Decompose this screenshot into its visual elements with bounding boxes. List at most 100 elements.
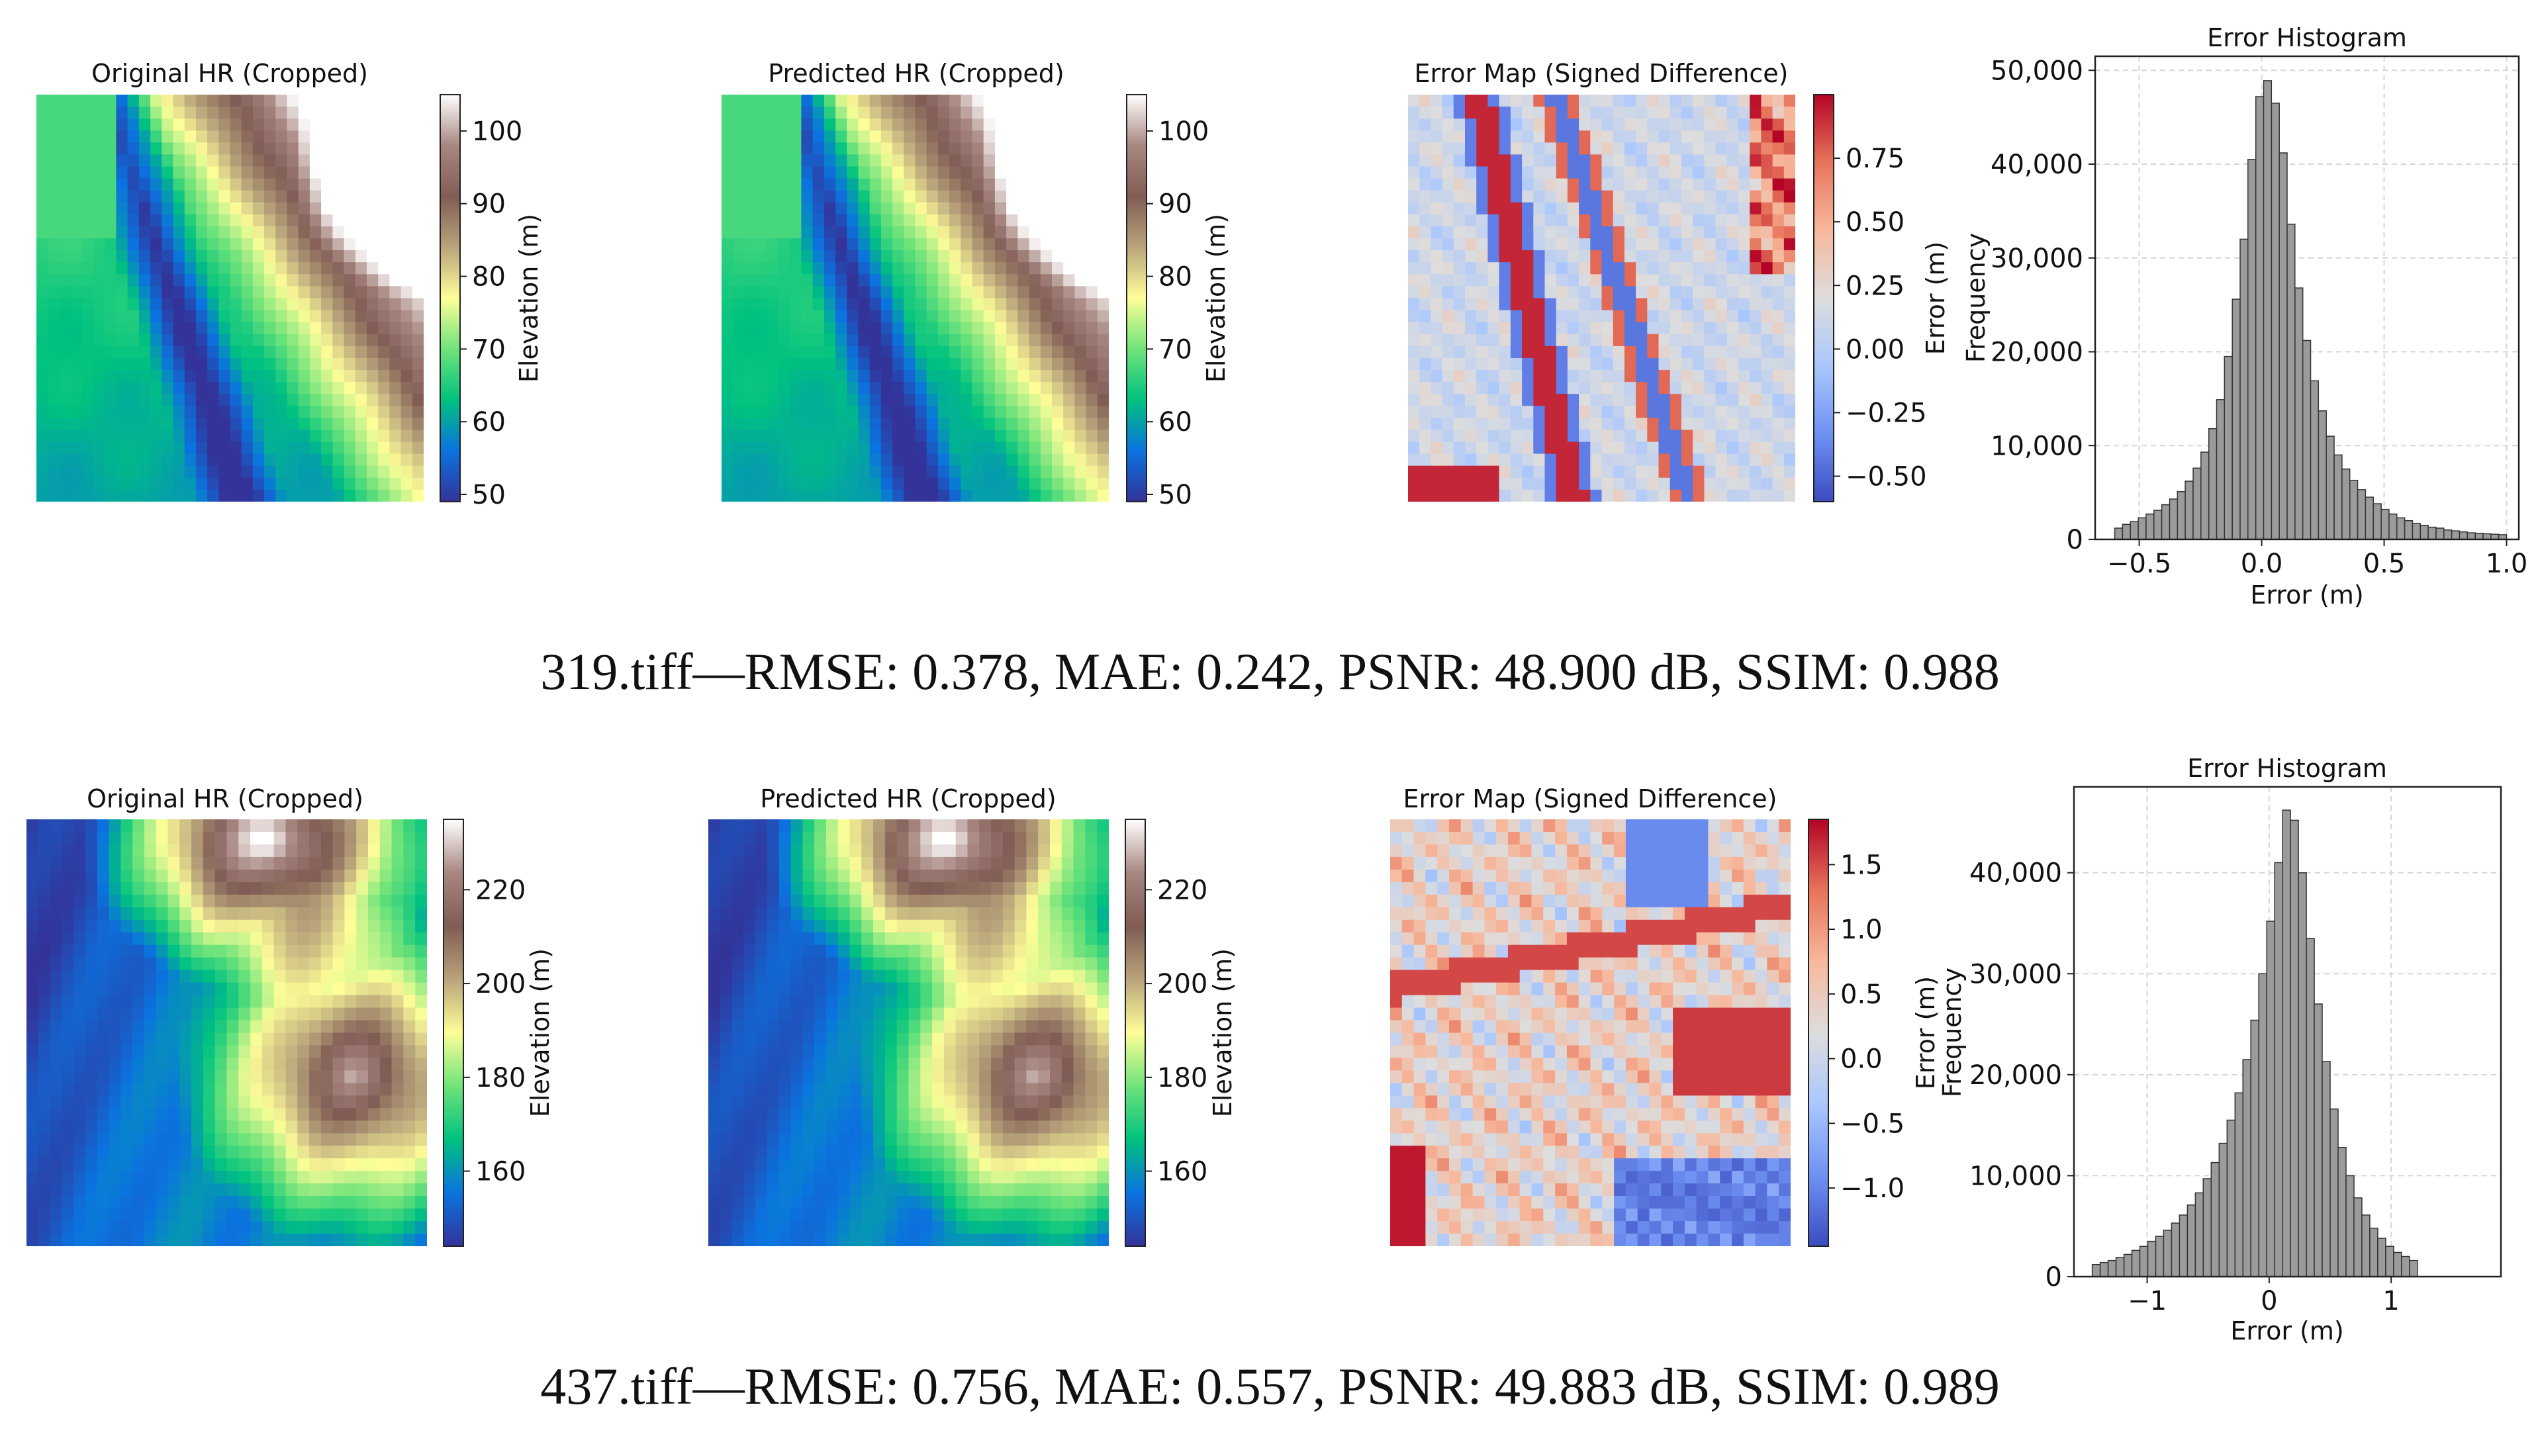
histogram-bar: [2333, 454, 2343, 540]
histogram-bar: [2306, 938, 2315, 1277]
colorbar-tick-label: −1.0: [1840, 1173, 1905, 1204]
histogram-bar: [2099, 1261, 2109, 1277]
colorbar-gradient: [1813, 94, 1834, 502]
histogram-bar: [2185, 480, 2194, 540]
histogram-bar: [2171, 1222, 2181, 1277]
histogram-bar: [2298, 872, 2307, 1277]
histogram-bar: [2361, 1214, 2371, 1277]
histogram-bar: [2255, 96, 2265, 540]
histogram-bar: [2114, 527, 2124, 540]
colorbar-tick-label: 0.25: [1846, 271, 1905, 301]
colorbar-tick-label: 1.0: [1840, 915, 1883, 945]
histogram-bar: [2194, 1192, 2204, 1277]
histogram-bar: [2459, 531, 2469, 540]
colorbar-tick-label: 220: [475, 875, 526, 905]
elevation-map: [36, 95, 424, 502]
histogram-xlabel: Error (m): [2230, 1316, 2343, 1345]
histogram-xlabel: Error (m): [2250, 580, 2363, 610]
colorbar-tick-label: 80: [1158, 262, 1192, 293]
histogram-bar: [2357, 489, 2367, 540]
colorbar-tick-label: 0.5: [1840, 979, 1883, 1010]
colorbar-tick-label: 90: [1158, 189, 1192, 220]
row-1-svg: Original HR (Cropped) 100 90 80 70 60 50 Eleva…: [36, 23, 2528, 610]
histogram-bar: [2169, 498, 2179, 540]
histogram-bar: [2187, 1204, 2196, 1277]
histogram-bar: [2202, 1178, 2212, 1277]
figure-row-2: Original HR (Cropped) 220 200 180 160 Elevat…: [0, 728, 2540, 1456]
colorbar: 0.75 0.50 0.25 0.00 −0.25 −0.50 Error (m): [1813, 94, 1950, 502]
panel-error-map: Error Map (Signed Difference) 0.750.500.…: [1408, 59, 1950, 502]
histogram-bar: [2380, 508, 2390, 540]
y-tick-label: 10,000: [1969, 1161, 2062, 1191]
y-tick-label: 20,000: [1969, 1060, 2062, 1091]
histogram-bar: [2226, 1119, 2236, 1277]
histogram-bar: [2130, 521, 2139, 540]
panel-title: Original HR (Cropped): [87, 784, 363, 813]
x-tick-label: 1: [2382, 1286, 2399, 1316]
histogram-bar: [2409, 1259, 2418, 1277]
histogram-bar: [2349, 479, 2359, 540]
colorbar-tick-label: 0.00: [1846, 334, 1905, 365]
x-tick-label: −1: [2128, 1286, 2167, 1316]
histogram-bar: [2247, 159, 2257, 540]
y-tick-label: 10,000: [1991, 431, 2083, 461]
histogram-bar: [2427, 526, 2437, 540]
colorbar-tick-label: 180: [475, 1063, 526, 1093]
histogram-bar: [2393, 1251, 2402, 1277]
colorbar-tick-label: 160: [1157, 1157, 1207, 1187]
panel-error-map: Error Map (Signed Difference) 1.5 1.0 0.5 0…: [1390, 784, 1940, 1247]
histogram-bar: [2369, 1228, 2378, 1277]
elevation-map: [722, 95, 1109, 502]
colorbar-gradient: [443, 819, 464, 1247]
panel-predicted-hr: Predicted HR (Cropped) 220 200 180 160 Eleva…: [708, 784, 1237, 1247]
x-tick-label: −0.5: [2107, 549, 2171, 579]
histogram-bar: [2250, 1019, 2259, 1277]
histogram-bar: [2396, 517, 2406, 540]
x-tick-label: 1.0: [2486, 549, 2528, 579]
panel-title: Predicted HR (Cropped): [768, 59, 1064, 88]
colorbar-label: Elevation (m): [514, 214, 543, 383]
histogram-bar: [2153, 510, 2163, 540]
histogram-bar: [2210, 1161, 2220, 1277]
histogram-bar: [2161, 504, 2171, 540]
histogram-title: Error Histogram: [2207, 23, 2407, 52]
histogram-bar: [2302, 340, 2312, 540]
colorbar-tick-label: 200: [475, 969, 526, 999]
colorbar: 1.5 1.0 0.5 0.0 −0.5 −1.0 Error (m): [1808, 819, 1940, 1247]
histogram-bar: [2224, 355, 2233, 540]
x-tick-label: 0.5: [2363, 549, 2406, 579]
histogram-bar: [2318, 410, 2327, 540]
histogram-bar: [2286, 223, 2296, 540]
panel-title: Original HR (Cropped): [91, 59, 368, 88]
histogram-bar: [2294, 287, 2304, 540]
histogram-bar: [2314, 1003, 2323, 1277]
histogram-bar: [2279, 152, 2288, 540]
colorbar-tick-label: 100: [472, 116, 522, 147]
colorbar-tick-label: 90: [472, 189, 506, 220]
y-tick-label: 40,000: [1969, 858, 2062, 889]
histogram-bar: [2208, 428, 2218, 540]
histogram-bar: [2474, 533, 2484, 540]
y-tick-label: 20,000: [1991, 338, 2083, 368]
panel-predicted-hr: Predicted HR (Cropped) 100 90 80 70 60 50 Elev…: [722, 59, 1231, 510]
axes-frame: [2094, 55, 2520, 541]
histogram-bar: [2200, 451, 2210, 540]
histogram-bar: [2145, 513, 2155, 540]
colorbar-tick-label: −0.25: [1846, 398, 1927, 428]
histogram-bar: [2326, 435, 2335, 540]
histogram-bar: [2412, 523, 2421, 540]
elevation-map: [26, 819, 427, 1246]
colorbar-tick-label: 0.75: [1846, 144, 1905, 174]
x-tick-label: 0.0: [2241, 549, 2283, 579]
histogram-bar: [2263, 80, 2273, 540]
axes-frame: [2073, 786, 2502, 1278]
metrics-caption: 319.tiff—RMSE: 0.378, MAE: 0.242, PSNR: …: [540, 643, 2000, 700]
histogram-bar: [2239, 238, 2249, 540]
histogram-bar: [2420, 524, 2429, 540]
colorbar: 220 200 180 160 Elevation (m): [443, 819, 555, 1247]
histogram-bar: [2282, 809, 2291, 1277]
histogram-bar: [2115, 1257, 2125, 1277]
histogram-bar: [2107, 1259, 2117, 1277]
colorbar-tick-label: 220: [1157, 875, 1207, 905]
figure-row-1: Original HR (Cropped) 100 90 80 70 60 50 Eleva…: [0, 0, 2540, 715]
